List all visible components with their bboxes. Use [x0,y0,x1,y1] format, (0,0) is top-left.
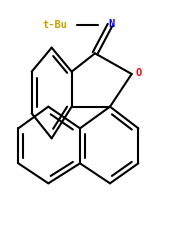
Text: t-Bu: t-Bu [42,20,68,30]
Text: N: N [108,19,115,29]
Text: O: O [135,68,141,78]
